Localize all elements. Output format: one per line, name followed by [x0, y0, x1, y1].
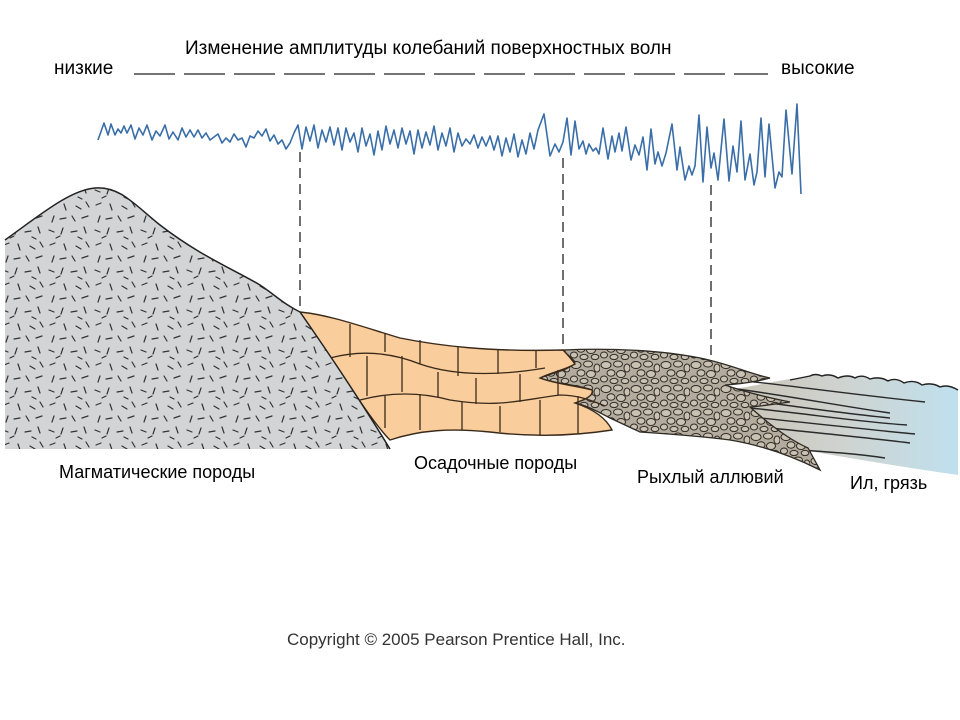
igneous-outline	[4, 187, 391, 450]
label-igneous: Магматические породы	[59, 462, 256, 482]
scale-high-label: высокие	[781, 58, 855, 79]
scale-low-label: низкие	[54, 58, 114, 79]
copyright-notice: Copyright © 2005 Pearson Prentice Hall, …	[287, 630, 626, 649]
diagram-title: Изменение амплитуды колебаний поверхност…	[185, 38, 672, 59]
dashed-markers	[299, 152, 712, 362]
layer-igneous	[5, 187, 390, 449]
label-mud: Ил, грязь	[850, 473, 928, 493]
layer-sedimentary	[298, 311, 614, 441]
label-alluvium: Рыхлый аллювий	[637, 467, 784, 487]
wave-trace	[97, 103, 802, 195]
mud-surface-line	[789, 373, 959, 391]
sedimentary-bedding	[329, 324, 606, 436]
label-sedimentary: Осадочные породы	[414, 453, 578, 473]
